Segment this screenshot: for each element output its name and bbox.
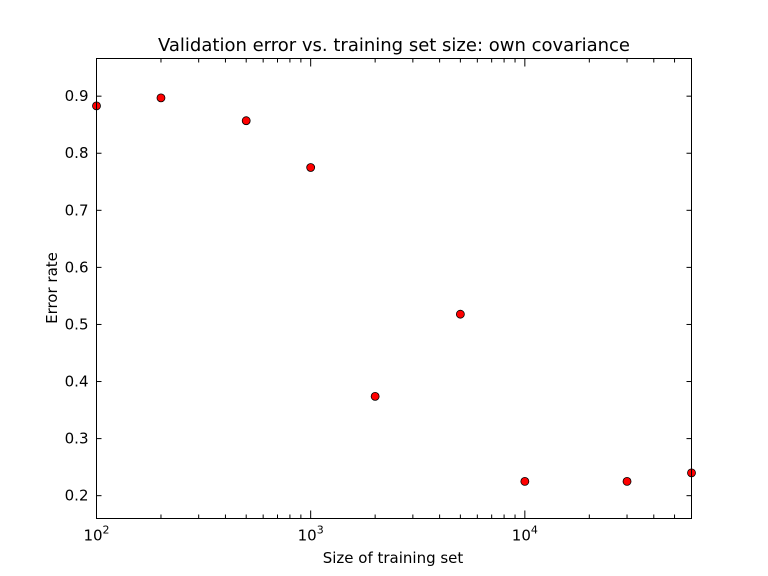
y-tick-label: 0.2	[65, 487, 89, 505]
x-tick-exponent: 2	[103, 524, 110, 537]
data-point	[370, 391, 380, 401]
y-tick-label: 0.4	[65, 373, 89, 391]
data-point	[520, 477, 530, 486]
y-tick-label: 0.6	[65, 258, 89, 276]
data-point	[306, 163, 316, 172]
axes-frame	[96, 58, 692, 519]
chart-title: Validation error vs. training set size: …	[158, 35, 630, 56]
data-point	[622, 477, 632, 486]
y-tick-label: 0.7	[65, 201, 89, 219]
data-point	[156, 93, 166, 103]
data-point	[241, 116, 251, 126]
y-tick-label: 0.3	[65, 430, 89, 448]
y-tick-label: 0.9	[65, 87, 89, 105]
y-tick-label: 0.8	[65, 144, 89, 162]
x-tick-exponent: 3	[317, 524, 324, 537]
data-point	[455, 309, 465, 319]
y-axis-label: Error rate	[43, 252, 61, 324]
y-tick-label: 0.5	[65, 315, 89, 333]
x-axis-label: Size of training set	[323, 549, 464, 567]
x-tick-exponent: 4	[531, 524, 538, 537]
